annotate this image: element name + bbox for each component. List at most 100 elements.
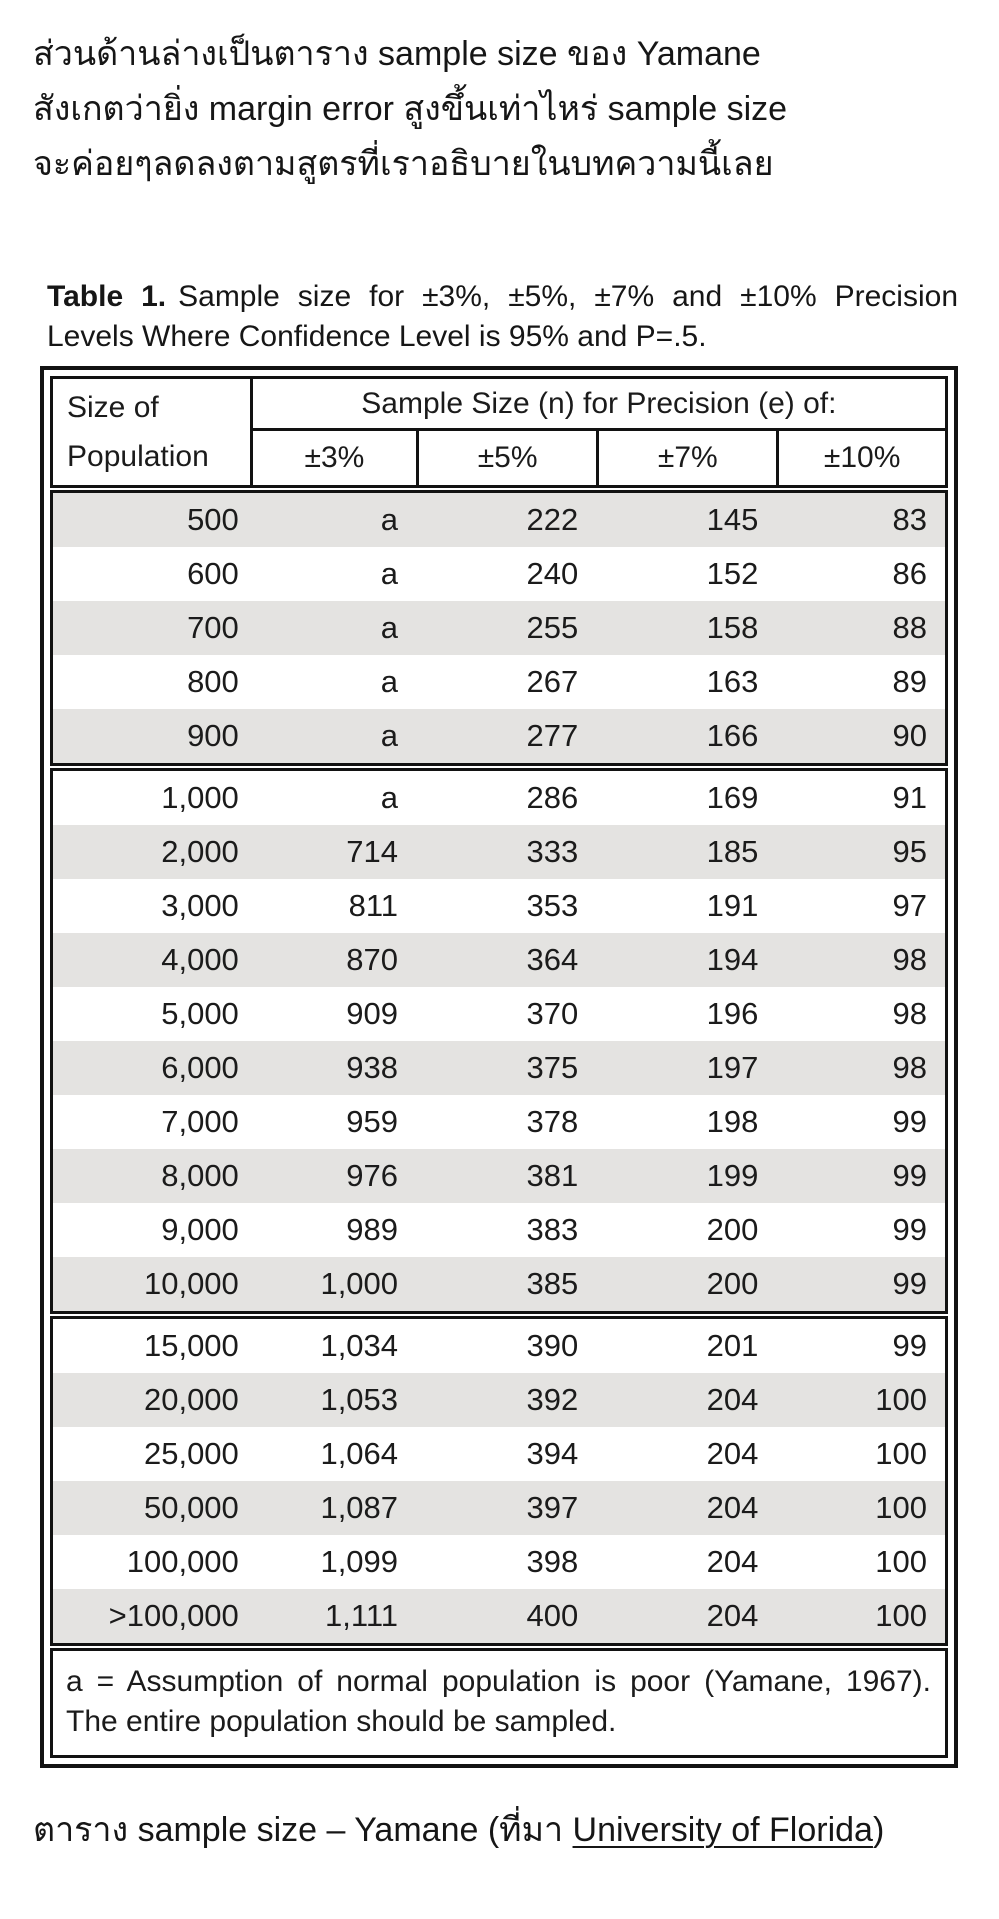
table-row: 700 a 255 158 88	[53, 601, 945, 655]
table-footnote: a = Assumption of normal population is p…	[50, 1648, 948, 1758]
caption-prefix: ตาราง sample size – Yamane (ที่มา	[33, 1811, 573, 1849]
value-cell: 1,064	[320, 1436, 399, 1471]
column-header-population-line1: Size of	[67, 391, 159, 424]
table-row: 100,000 1,099 398 204 100	[53, 1535, 945, 1589]
table-row: 20,000 1,053 392 204 100	[53, 1373, 945, 1427]
value-cell: 394	[526, 1436, 579, 1471]
table-row: 2,000 714 333 185 95	[53, 825, 945, 879]
value-cell: 277	[526, 718, 579, 753]
population-cell: 50,000	[143, 1490, 239, 1525]
population-cell: 3,000	[161, 888, 239, 923]
value-cell: 398	[526, 1544, 579, 1579]
table-row: 15,000 1,034 390 201 99	[53, 1319, 945, 1373]
value-cell: a	[380, 664, 399, 699]
value-cell: 392	[526, 1382, 579, 1417]
value-cell: 99	[892, 1104, 927, 1139]
value-cell: 333	[526, 834, 579, 869]
value-cell: 200	[706, 1212, 759, 1247]
population-cell: 8,000	[161, 1158, 239, 1193]
intro-paragraph: ส่วนด้านล่างเป็นตาราง sample size ของ Ya…	[0, 0, 999, 192]
value-cell: 400	[526, 1598, 579, 1633]
value-cell: 353	[526, 888, 579, 923]
population-cell: 15,000	[143, 1328, 239, 1363]
population-cell: 700	[187, 610, 239, 645]
value-cell: 240	[526, 556, 579, 591]
value-cell: 938	[346, 1050, 399, 1085]
population-cell: 20,000	[143, 1382, 239, 1417]
value-cell: 255	[526, 610, 579, 645]
value-cell: 99	[892, 1266, 927, 1301]
value-cell: a	[380, 502, 399, 537]
value-cell: 375	[526, 1050, 579, 1085]
table-row: 600 a 240 152 86	[53, 547, 945, 601]
value-cell: 194	[706, 942, 759, 977]
value-cell: 99	[892, 1328, 927, 1363]
value-cell: a	[380, 718, 399, 753]
sample-size-table: Size of Population Sample Size (n) for P…	[40, 366, 958, 1768]
value-cell: 166	[706, 718, 759, 753]
value-cell: 98	[892, 942, 927, 977]
value-cell: 381	[526, 1158, 579, 1193]
value-cell: 100	[875, 1490, 927, 1525]
population-cell: 1,000	[161, 780, 239, 815]
value-cell: 267	[526, 664, 579, 699]
table-row: 5,000 909 370 196 98	[53, 987, 945, 1041]
value-cell: a	[380, 610, 399, 645]
value-cell: 200	[706, 1266, 759, 1301]
table-row: 3,000 811 353 191 97	[53, 879, 945, 933]
population-cell: 800	[187, 664, 239, 699]
value-cell: 1,099	[320, 1544, 399, 1579]
caption-suffix: )	[872, 1811, 885, 1849]
value-cell: 100	[875, 1598, 927, 1633]
value-cell: 811	[348, 888, 399, 923]
value-cell: 98	[892, 996, 927, 1031]
table-row-group: 500 a 222 145 83 600 a 240 152 86 700 a 255 158 88 800 a…	[50, 490, 948, 766]
value-cell: 1,087	[320, 1490, 399, 1525]
value-cell: 152	[706, 556, 759, 591]
table-row: 900 a 277 166 90	[53, 709, 945, 763]
population-cell: 6,000	[161, 1050, 239, 1085]
table-row: 4,000 870 364 194 98	[53, 933, 945, 987]
value-cell: 976	[346, 1158, 399, 1193]
value-cell: 95	[892, 834, 927, 869]
value-cell: 98	[892, 1050, 927, 1085]
value-cell: 90	[892, 718, 927, 753]
value-cell: 199	[706, 1158, 759, 1193]
column-header-7pct: ±7%	[596, 431, 776, 485]
value-cell: 1,034	[320, 1328, 399, 1363]
population-cell: 5,000	[161, 996, 239, 1031]
value-cell: 714	[346, 834, 399, 869]
table-row-group: 15,000 1,034 390 201 99 20,000 1,053 392 204 100 2…	[50, 1316, 948, 1646]
value-cell: 909	[346, 996, 399, 1031]
table-body: 500 a 222 145 83 600 a 240 152 86 700 a 255 158 88 800 a…	[50, 490, 948, 1646]
population-cell: 7,000	[161, 1104, 239, 1139]
value-cell: 163	[706, 664, 759, 699]
table-row: 7,000 959 378 198 99	[53, 1095, 945, 1149]
value-cell: 1,000	[320, 1266, 399, 1301]
value-cell: 83	[892, 502, 927, 537]
value-cell: 100	[875, 1544, 927, 1579]
table-row-group: 1,000 a 286 169 91 2,000 714 333 185 95 3,000 811 35…	[50, 768, 948, 1314]
column-header-5pct: ±5%	[416, 431, 596, 485]
intro-line-3: จะค่อยๆลดลงตามสูตรที่เราอธิบายในบทความนี…	[33, 145, 774, 183]
source-link[interactable]: University of Florida	[572, 1811, 873, 1849]
column-group-header: Sample Size (n) for Precision (e) of:	[252, 379, 945, 431]
population-cell: 2,000	[161, 834, 239, 869]
table-title-label: Table 1.	[47, 280, 167, 313]
value-cell: 198	[706, 1104, 759, 1139]
value-cell: a	[380, 780, 399, 815]
column-header-10pct: ±10%	[776, 431, 945, 485]
population-cell: 600	[187, 556, 239, 591]
table-header: Size of Population Sample Size (n) for P…	[50, 376, 948, 488]
value-cell: 196	[706, 996, 759, 1031]
value-cell: 99	[892, 1212, 927, 1247]
value-cell: 185	[706, 834, 759, 869]
value-cell: 191	[706, 888, 759, 923]
column-header-3pct: ±3%	[304, 441, 365, 474]
value-cell: 204	[706, 1490, 759, 1525]
table-row: 6,000 938 375 197 98	[53, 1041, 945, 1095]
value-cell: 86	[892, 556, 927, 591]
value-cell: 197	[706, 1050, 759, 1085]
population-cell: 9,000	[161, 1212, 239, 1247]
